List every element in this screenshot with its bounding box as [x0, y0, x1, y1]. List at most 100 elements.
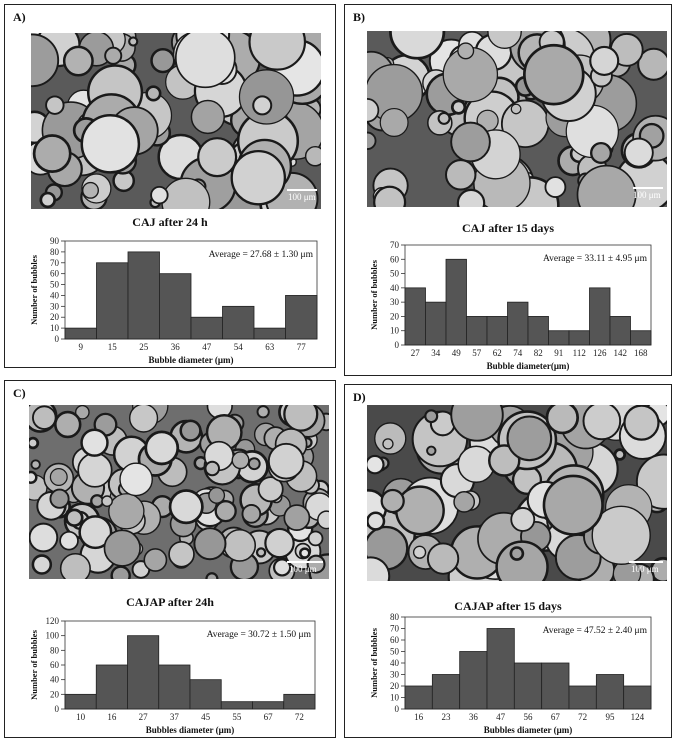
panel-label: B) [353, 10, 365, 24]
histogram-bar [609, 316, 631, 346]
scale-label: 100 μm [633, 190, 661, 200]
y-tick-label: 80 [50, 247, 60, 257]
micrograph: 100 μm [367, 31, 667, 207]
scale-bar [287, 189, 317, 191]
x-tick-label: 23 [442, 712, 452, 722]
histogram-bar [404, 287, 426, 346]
histogram-bar [568, 330, 590, 346]
bubble-shape [545, 405, 580, 435]
bubble-shape [53, 410, 82, 439]
bubble-shape [77, 452, 113, 488]
bubble-shape [208, 486, 226, 504]
x-tick-label: 74 [513, 348, 523, 358]
bubble-shape [380, 488, 405, 514]
histogram-bar [253, 327, 286, 340]
x-tick-label: 112 [573, 348, 586, 358]
bubble-shape [522, 43, 585, 106]
y-tick-label: 50 [390, 269, 400, 279]
bubble-shape [190, 99, 225, 135]
bubble-shape [179, 419, 202, 442]
histogram-bar [507, 301, 529, 346]
y-tick-label: 20 [50, 689, 60, 699]
y-tick-label: 10 [390, 326, 400, 336]
bubble-shape [29, 470, 38, 484]
x-axis-label: Bubbles diameter (μm) [484, 725, 572, 735]
x-tick-label: 25 [139, 342, 149, 352]
histogram-bar [486, 316, 508, 346]
y-tick-label: 20 [390, 681, 400, 691]
bubble-shape [456, 188, 486, 207]
histogram-bar [466, 316, 488, 346]
y-tick-label: 20 [50, 312, 60, 322]
micrograph: 100 μm [367, 405, 667, 581]
histogram-bar [589, 287, 611, 346]
bubble-shape [255, 547, 267, 558]
bubble-shape [450, 99, 467, 115]
y-tick-label: 60 [50, 660, 60, 670]
histogram-bar [486, 628, 515, 710]
y-tick-label: 40 [390, 283, 400, 293]
bubble-shape [382, 438, 394, 450]
y-tick-label: 80 [50, 645, 60, 655]
bubble-shape [379, 107, 409, 137]
histogram-bar [220, 701, 253, 710]
x-tick-label: 34 [431, 348, 441, 358]
bubble-shape [426, 542, 460, 575]
histogram-bar [159, 273, 192, 340]
bubble-shape [367, 511, 386, 531]
bubble-shape [231, 451, 250, 470]
histogram-bar [548, 330, 570, 346]
y-tick-label: 60 [50, 269, 60, 279]
bubble-shape [510, 507, 536, 532]
y-tick-label: 30 [50, 301, 60, 311]
bubble-shape [283, 405, 319, 432]
panel-label: C) [13, 386, 26, 400]
scale-bar [633, 187, 663, 189]
histogram-bar [527, 316, 549, 346]
y-tick-label: 60 [390, 635, 400, 645]
panel-label: D) [353, 390, 366, 404]
bubble-shape [283, 504, 311, 531]
bubble-shape [317, 510, 329, 530]
x-tick-label: 16 [414, 712, 424, 722]
bubble-shape [426, 445, 437, 456]
x-tick-label: 9 [79, 342, 84, 352]
histogram-bar [283, 693, 316, 710]
bubble-shape [412, 545, 427, 559]
bubble-shape [49, 488, 70, 509]
bubble-shape [204, 460, 220, 477]
x-tick-label: 63 [265, 342, 275, 352]
bubble-shape [589, 141, 613, 165]
panel-a: A) 100 μm CAJ after 24 h 0 10 20 30 40 50 60 70… [4, 4, 336, 368]
bubble-shape [128, 36, 139, 47]
x-tick-label: 67 [264, 712, 274, 722]
histogram-bar [190, 316, 223, 340]
bubble-shape [495, 540, 549, 581]
x-tick-label: 95 [606, 712, 616, 722]
average-annotation: Average = 30.72 ± 1.50 μm [207, 630, 312, 640]
micrograph: 100 μm [29, 405, 329, 579]
histogram-bar [127, 635, 160, 710]
x-axis-label: Bubble diameter(μm) [487, 361, 570, 371]
x-tick-label: 142 [614, 348, 628, 358]
x-tick-label: 36 [469, 712, 479, 722]
bubble-shape [31, 33, 60, 88]
y-tick-label: 10 [390, 693, 400, 703]
bubble-shape [367, 454, 385, 475]
x-tick-label: 55 [232, 712, 242, 722]
y-tick-label: 70 [50, 258, 60, 268]
bubble-shape [49, 467, 68, 486]
histogram-bar [222, 305, 255, 340]
bubble-shape [256, 405, 270, 419]
y-axis-label: Number of bubbles [29, 629, 39, 699]
x-tick-label: 72 [578, 712, 587, 722]
histogram-bar [541, 662, 570, 710]
bubble-shape [389, 31, 446, 60]
y-tick-label: 10 [50, 323, 60, 333]
bubble-shape [108, 493, 145, 530]
y-tick-label: 40 [390, 658, 400, 668]
histogram-chart: 0 10 20 30 40 50 60 70 27 34 49 57 62 74 82 91 112 126 142… [369, 240, 652, 371]
bubble-shape [591, 505, 651, 565]
